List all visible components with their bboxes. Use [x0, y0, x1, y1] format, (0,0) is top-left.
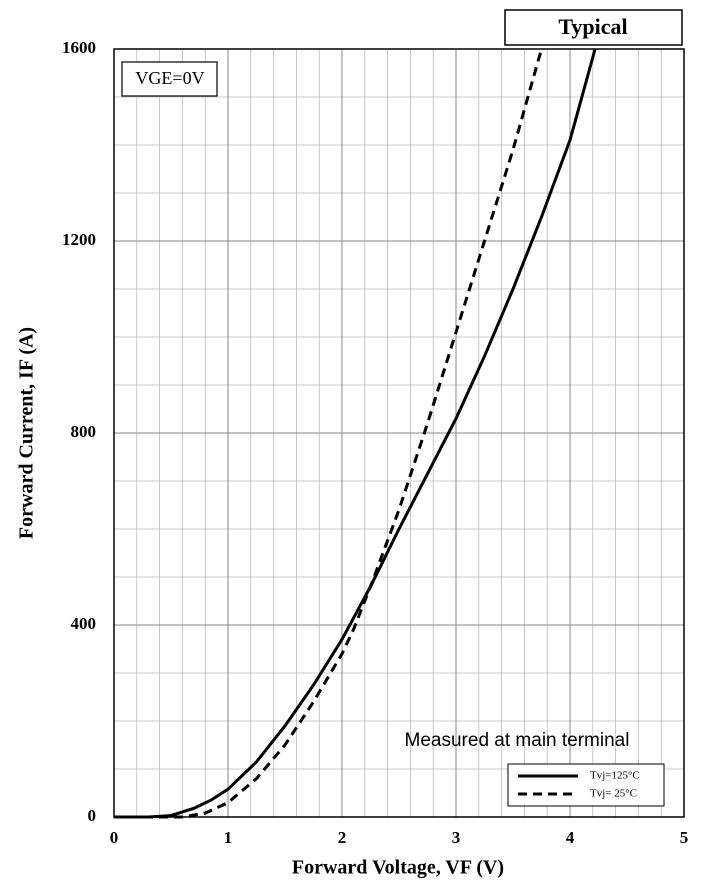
x-axis-label: Forward Voltage, VF (V)	[292, 857, 504, 879]
chart-title: Typical	[558, 14, 627, 39]
legend-box	[507, 763, 665, 807]
x-tick-label: 1	[224, 828, 233, 847]
title-box	[504, 9, 683, 46]
y-tick-label: 1200	[62, 230, 96, 249]
data-line	[114, 48, 543, 819]
data-line	[114, 48, 597, 819]
x-tick-label: 4	[566, 828, 575, 847]
x-tick-label: 0	[110, 828, 119, 847]
x-tick-label: 2	[338, 828, 347, 847]
annotation: Measured at main terminal	[405, 730, 630, 751]
x-tick-label: 3	[452, 828, 461, 847]
x-tick-label: 5	[680, 828, 689, 847]
y-tick-label: 800	[71, 422, 97, 441]
plot-frame	[113, 48, 685, 818]
y-tick-label: 1600	[62, 38, 96, 57]
legend-label: Tvj= 25°C	[590, 788, 637, 800]
annotation-box	[121, 61, 218, 97]
y-tick-label: 400	[71, 614, 97, 633]
y-tick-label: 0	[88, 806, 97, 825]
y-axis-label: Forward Current, IF (A)	[16, 327, 38, 539]
annotation: VGE=0V	[135, 68, 204, 88]
legend-label: Tvj=125°C	[590, 770, 640, 782]
